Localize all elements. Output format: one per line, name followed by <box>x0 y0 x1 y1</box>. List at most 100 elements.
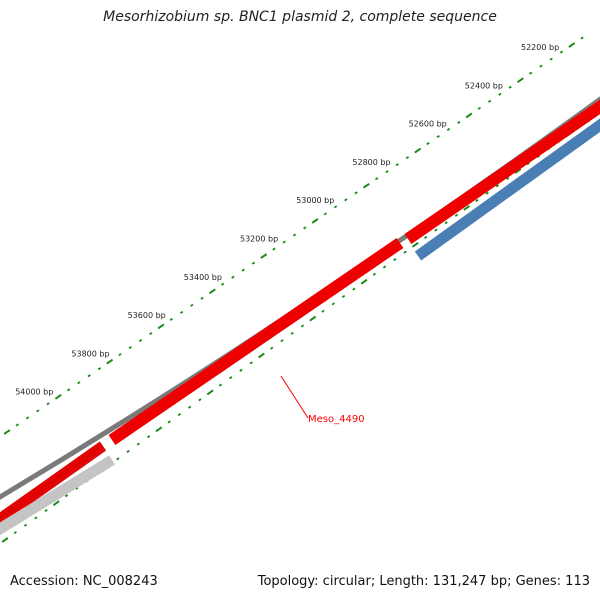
ruler-label: 53400 bp <box>184 273 222 282</box>
inner-tick <box>382 265 387 269</box>
ruler-label: 54000 bp <box>15 388 53 397</box>
gene-label[interactable]: Meso_4490 <box>308 414 365 425</box>
inner-tick <box>177 413 182 417</box>
outer-tick <box>66 388 71 392</box>
inner-tick <box>13 531 17 535</box>
outer-tick <box>251 261 256 265</box>
outer-tick <box>446 127 451 131</box>
outer-tick <box>87 374 91 378</box>
outer-tick <box>568 42 576 48</box>
outer-tick <box>498 92 502 96</box>
outer-tick <box>292 233 297 237</box>
outer-tick <box>457 120 461 124</box>
inner-tick <box>64 494 69 498</box>
inner-tick <box>506 176 510 180</box>
inner-tick <box>146 435 151 439</box>
inner-tick <box>198 398 202 402</box>
gene-forward-left[interactable] <box>0 441 107 526</box>
gene-forward-right[interactable] <box>404 99 600 244</box>
ruler-label: 53600 bp <box>128 311 166 320</box>
inner-tick <box>360 278 368 285</box>
outer-tick <box>559 50 564 54</box>
inner-tick <box>258 352 265 359</box>
inner-tick <box>393 258 397 262</box>
inner-tick <box>463 205 471 211</box>
outer-tick <box>77 381 81 385</box>
inner-tick <box>155 426 163 433</box>
ruler-label: 52400 bp <box>465 81 503 90</box>
inner-tick <box>514 168 522 174</box>
outer-tick <box>282 240 286 244</box>
inner-tick <box>136 442 141 446</box>
inner-tick <box>1 537 9 543</box>
outer-tick-track <box>3 36 584 435</box>
outer-tick <box>374 177 379 181</box>
inner-tick <box>403 250 407 254</box>
outer-tick <box>539 64 543 68</box>
outer-tick <box>200 296 204 300</box>
outer-tick <box>516 77 524 84</box>
outer-tick <box>311 218 319 224</box>
inner-tick <box>290 331 294 335</box>
outer-tick <box>25 416 30 420</box>
gene-meso-4490[interactable] <box>108 238 404 445</box>
inner-tick <box>444 221 448 225</box>
outer-tick <box>508 85 512 89</box>
outer-tick <box>395 163 399 167</box>
gene-reverse-grey[interactable] <box>0 455 115 536</box>
outer-tick <box>436 134 440 139</box>
gene-reverse-blue[interactable] <box>414 118 600 261</box>
outer-tick <box>405 156 410 160</box>
outer-tick <box>465 112 473 119</box>
outer-tick <box>260 253 268 259</box>
ruler-label: 53200 bp <box>240 235 278 244</box>
outer-tick <box>580 36 584 40</box>
inner-tick <box>218 383 223 387</box>
sequence-backbone <box>0 96 600 500</box>
inner-tick <box>423 235 428 239</box>
inner-tick <box>116 457 120 461</box>
inner-tick <box>239 368 243 372</box>
outer-tick <box>190 303 194 307</box>
ruler-label: 52200 bp <box>521 43 559 52</box>
outer-tick <box>208 288 216 295</box>
outer-tick <box>487 99 492 103</box>
inner-tick <box>206 389 214 396</box>
inner-tick <box>34 516 38 520</box>
outer-tick <box>15 423 19 427</box>
inner-tick <box>321 309 325 313</box>
inner-tick <box>270 346 274 350</box>
outer-tick <box>477 106 481 110</box>
map-title: Mesorhizobium sp. BNC1 plasmid 2, comple… <box>103 9 497 25</box>
outer-tick <box>179 310 184 314</box>
ruler-labels: 52200 bp 52400 bp 52600 bp 52800 bp 53000 bp… <box>15 43 559 397</box>
outer-tick <box>118 353 122 357</box>
outer-tick <box>362 182 370 189</box>
outer-tick <box>344 198 348 202</box>
inner-tick <box>249 361 253 365</box>
outer-tick <box>54 394 62 400</box>
outer-tick <box>128 346 132 350</box>
summary-text: Topology: circular; Length: 131,247 bp; … <box>257 574 590 589</box>
outer-tick <box>169 317 173 321</box>
ruler-label: 52800 bp <box>352 158 390 167</box>
inner-tick <box>352 287 356 291</box>
outer-tick <box>426 142 430 146</box>
ruler-label: 52600 bp <box>409 120 447 129</box>
inner-tick <box>331 302 335 306</box>
outer-tick <box>138 339 143 343</box>
inner-tick <box>75 486 79 490</box>
outer-tick <box>385 170 389 174</box>
inner-tick <box>485 191 489 195</box>
inner-tick <box>280 339 284 343</box>
outer-tick <box>323 212 327 216</box>
outer-tick <box>414 147 422 154</box>
outer-tick <box>528 71 533 75</box>
outer-tick <box>241 268 245 272</box>
inner-tick <box>300 324 305 328</box>
accession-text: Accession: NC_008243 <box>10 574 158 589</box>
inner-tick <box>309 315 317 322</box>
inner-tick <box>495 184 500 188</box>
inner-tick <box>229 376 233 380</box>
